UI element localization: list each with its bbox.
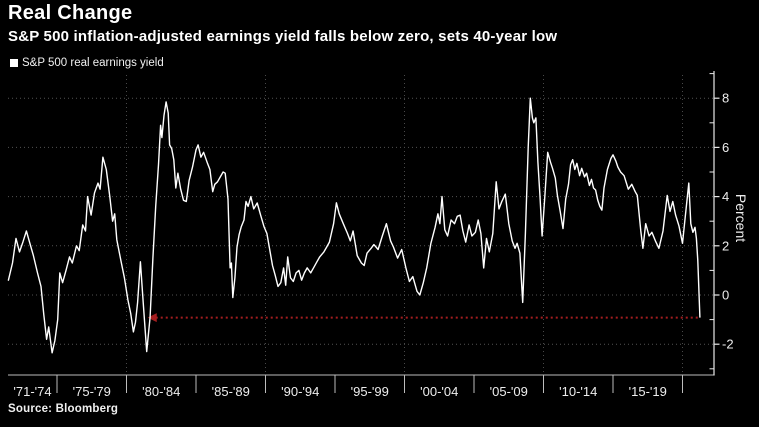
x-tick-label: '05-'09 — [490, 384, 528, 399]
y-axis-title: Percent — [733, 193, 749, 243]
y-tick-label: 2 — [722, 238, 729, 253]
legend-square-icon — [10, 59, 18, 67]
x-tick-label: '75-'79 — [73, 384, 111, 399]
x-tick-label: '15-'19 — [629, 384, 667, 399]
x-tick-label: '10-'14 — [559, 384, 597, 399]
y-tick-label: -2 — [722, 337, 734, 352]
x-tick-label: '95-'99 — [351, 384, 389, 399]
left-arrow-icon — [147, 313, 157, 323]
x-tick-label: '85-'89 — [212, 384, 250, 399]
x-tick-label: '71-'74 — [13, 384, 51, 399]
source-note: Source: Bloomberg — [8, 403, 119, 415]
legend-label: S&P 500 real earnings yield — [22, 57, 164, 69]
y-tick-label: 8 — [722, 91, 729, 106]
chart-title: Real Change — [8, 2, 133, 24]
chart-subtitle: S&P 500 inflation-adjusted earnings yiel… — [8, 28, 558, 45]
y-tick-label: 0 — [722, 288, 729, 303]
x-tick-label: '90-'94 — [281, 384, 319, 399]
x-tick-label: '00-'04 — [420, 384, 458, 399]
x-tick-label: '80-'84 — [142, 384, 180, 399]
series-line-sp500-real-earnings-yield — [7, 97, 701, 354]
y-tick-label: 4 — [722, 189, 729, 204]
legend: S&P 500 real earnings yield — [10, 57, 164, 69]
y-tick-label: 6 — [722, 140, 729, 155]
